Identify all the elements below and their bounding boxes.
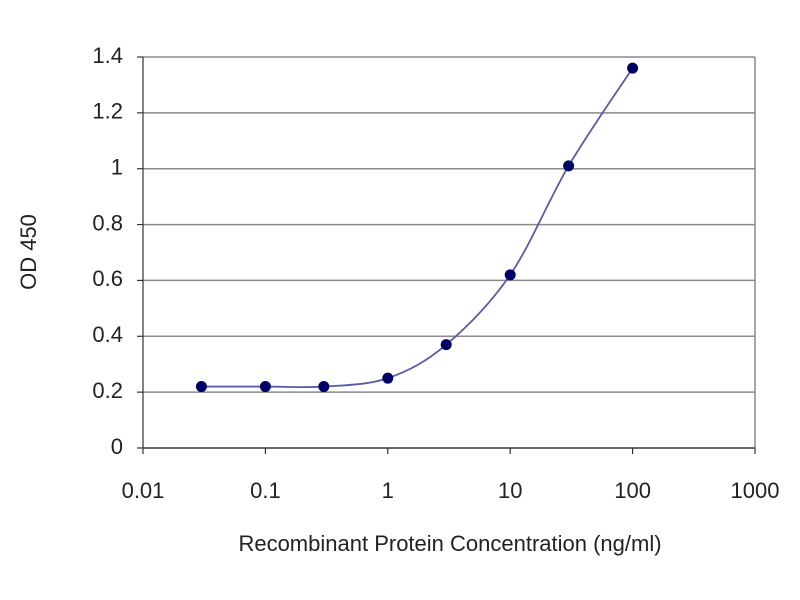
data-point bbox=[195, 381, 207, 393]
data-point bbox=[440, 339, 452, 351]
y-tick-label: 1.2 bbox=[92, 99, 123, 124]
data-point bbox=[382, 372, 394, 384]
y-tick-label: 0.2 bbox=[92, 378, 123, 403]
x-tick-label: 10 bbox=[498, 478, 522, 503]
fit-curve bbox=[201, 67, 634, 389]
x-tick-label: 0.1 bbox=[250, 478, 281, 503]
data-point bbox=[318, 381, 330, 393]
data-point bbox=[563, 160, 575, 172]
data-point bbox=[627, 62, 639, 74]
x-tick-label: 1 bbox=[382, 478, 394, 503]
data-point bbox=[504, 269, 516, 281]
data-point bbox=[259, 381, 271, 393]
y-tick-label: 0.4 bbox=[92, 322, 123, 347]
y-axis-label: OD 450 bbox=[16, 214, 41, 290]
x-tick-label: 0.01 bbox=[122, 478, 165, 503]
x-tick-label: 100 bbox=[614, 478, 651, 503]
x-axis-label: Recombinant Protein Concentration (ng/ml… bbox=[238, 531, 661, 556]
x-tick-label: 1000 bbox=[731, 478, 780, 503]
y-tick-label: 0.6 bbox=[92, 266, 123, 291]
y-tick-label: 0 bbox=[111, 434, 123, 459]
y-tick-label: 1 bbox=[111, 155, 123, 180]
y-tick-label: 1.4 bbox=[92, 43, 123, 68]
y-tick-label: 0.8 bbox=[92, 210, 123, 235]
